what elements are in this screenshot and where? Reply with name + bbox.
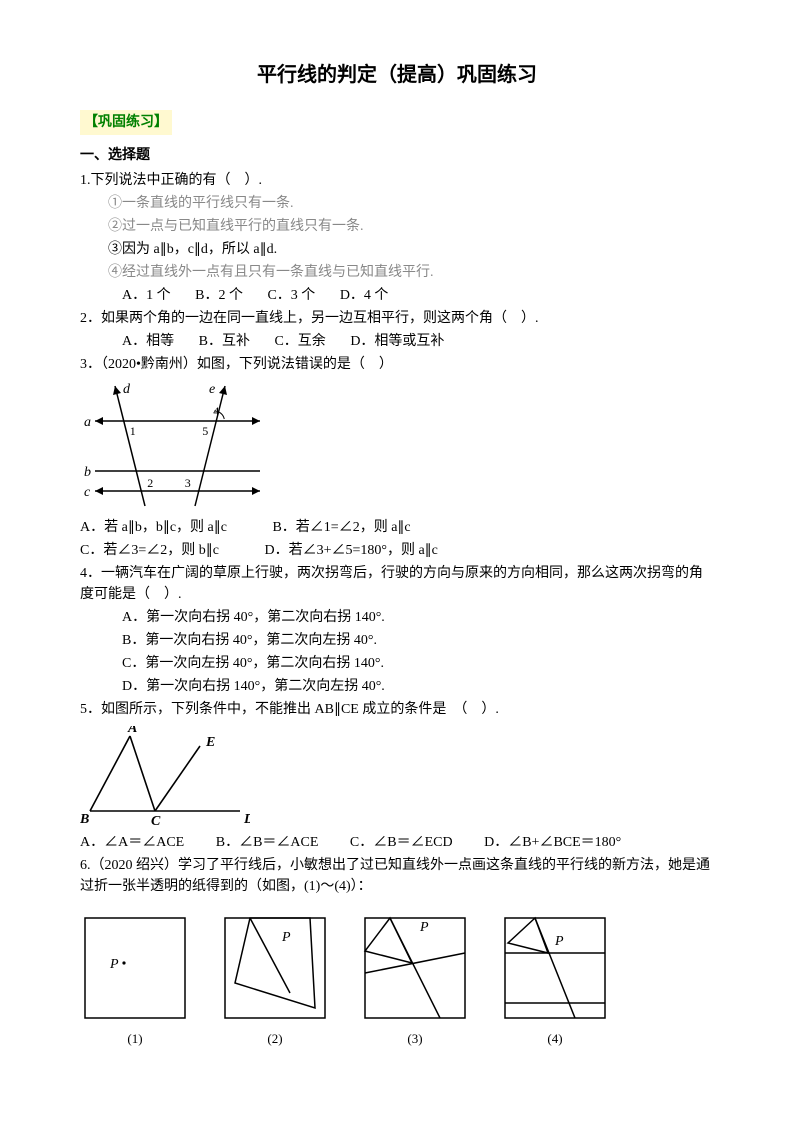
q6-fig-2: P (2) — [220, 907, 330, 1049]
q6-stem: 6.（2020 绍兴）学习了平行线后，小敏想出了过已知直线外一点画这条直线的平行… — [80, 855, 714, 897]
svg-text:3: 3 — [185, 476, 191, 490]
svg-text:P: P — [554, 934, 564, 949]
q4-b: B．第一次向右拐 40°，第二次向左拐 40°. — [122, 630, 714, 651]
svg-text:C: C — [151, 814, 161, 826]
q3-diagram: abcde14523 — [80, 381, 714, 511]
svg-text:e: e — [209, 382, 215, 397]
q4-stem: 4．一辆汽车在广阔的草原上行驶，两次拐弯后，行驶的方向与原来的方向相同，那么这两… — [80, 563, 714, 605]
q2-a: A．相等 — [122, 334, 174, 349]
q6-fig-label-3: (3) — [360, 1029, 470, 1049]
q5-a: A．∠A＝∠ACE — [80, 835, 184, 850]
svg-text:A: A — [127, 726, 137, 736]
svg-text:P: P — [419, 920, 429, 935]
q3-a: A．若 a∥b，b∥c，则 a∥c — [80, 520, 227, 535]
q5-d: D．∠B+∠BCE＝180° — [484, 835, 621, 850]
q4-c: C．第一次向左拐 40°，第二次向右拐 140°. — [122, 653, 714, 674]
q3-d: D．若∠3+∠5=180°，则 a∥c — [264, 543, 437, 558]
q1-s1: ①一条直线的平行线只有一条. — [80, 193, 714, 214]
q6-fig-3: P (3) — [360, 907, 470, 1049]
q6-fig-1: P (1) — [80, 907, 190, 1049]
q5-c: C．∠B＝∠ECD — [350, 835, 453, 850]
q6-fig-4: P (4) — [500, 907, 610, 1049]
q2-c: C．互余 — [274, 334, 325, 349]
svg-text:5: 5 — [202, 424, 208, 438]
q6-fig-label-1: (1) — [80, 1029, 190, 1049]
q5-b: B．∠B＝∠ACE — [216, 835, 319, 850]
q1-d: D．4 个 — [340, 288, 389, 303]
practice-tag: 【巩固练习】 — [80, 110, 172, 135]
svg-text:b: b — [84, 465, 91, 480]
q3-stem: 3．（2020•黔南州）如图，下列说法错误的是（ ） — [80, 354, 714, 375]
svg-text:E: E — [205, 735, 215, 750]
q3-row1: A．若 a∥b，b∥c，则 a∥c B．若∠1=∠2，则 a∥c — [80, 517, 714, 538]
q1-s3: ③因为 a∥b，c∥d，所以 a∥d. — [80, 239, 714, 260]
q2-stem: 2．如果两个角的一边在同一直线上，另一边互相平行，则这两个角（ ）. — [80, 308, 714, 329]
q3-c: C．若∠3=∠2，则 b∥c — [80, 543, 219, 558]
svg-text:2: 2 — [147, 476, 153, 490]
section-heading-1: 一、选择题 — [80, 145, 714, 166]
q1-options: A．1 个 B．2 个 C．3 个 D．4 个 — [122, 285, 714, 306]
svg-text:a: a — [84, 415, 91, 430]
q5-stem: 5．如图所示，下列条件中，不能推出 AB∥CE 成立的条件是 （ ）. — [80, 699, 714, 720]
q1-s4: ④经过直线外一点有且只有一条直线与已知直线平行. — [80, 262, 714, 283]
page-title: 平行线的判定（提高）巩固练习 — [80, 60, 714, 90]
q5-options: A．∠A＝∠ACE B．∠B＝∠ACE C．∠B＝∠ECD D．∠B+∠BCE＝… — [80, 832, 714, 853]
svg-text:P: P — [281, 930, 291, 945]
q2-b: B．互补 — [199, 334, 250, 349]
q6-diagram-row: P (1) P (2) P (3) P (4) — [80, 907, 714, 1049]
q1-stem: 1.下列说法中正确的有（ ）. — [80, 170, 714, 191]
q3-b: B．若∠1=∠2，则 a∥c — [272, 520, 410, 535]
q4-d: D．第一次向右拐 140°，第二次向左拐 40°. — [122, 676, 714, 697]
q1-b: B．2 个 — [195, 288, 243, 303]
q6-fig-label-4: (4) — [500, 1029, 610, 1049]
svg-text:c: c — [84, 485, 91, 500]
svg-text:d: d — [123, 382, 131, 397]
q6-fig-label-2: (2) — [220, 1029, 330, 1049]
q3-row2: C．若∠3=∠2，则 b∥c D．若∠3+∠5=180°，则 a∥c — [80, 540, 714, 561]
svg-text:1: 1 — [130, 424, 136, 438]
svg-text:B: B — [80, 812, 89, 826]
q1-a: A．1 个 — [122, 288, 171, 303]
q4-a: A．第一次向右拐 40°，第二次向右拐 140°. — [122, 607, 714, 628]
svg-text:P: P — [109, 957, 119, 972]
svg-text:D: D — [243, 812, 250, 826]
q2-options: A．相等 B．互补 C．互余 D．相等或互补 — [122, 331, 714, 352]
q1-s2: ②过一点与已知直线平行的直线只有一条. — [80, 216, 714, 237]
q1-c: C．3 个 — [267, 288, 315, 303]
q2-d: D．相等或互补 — [350, 334, 444, 349]
q5-diagram: A B C D E — [80, 726, 714, 826]
